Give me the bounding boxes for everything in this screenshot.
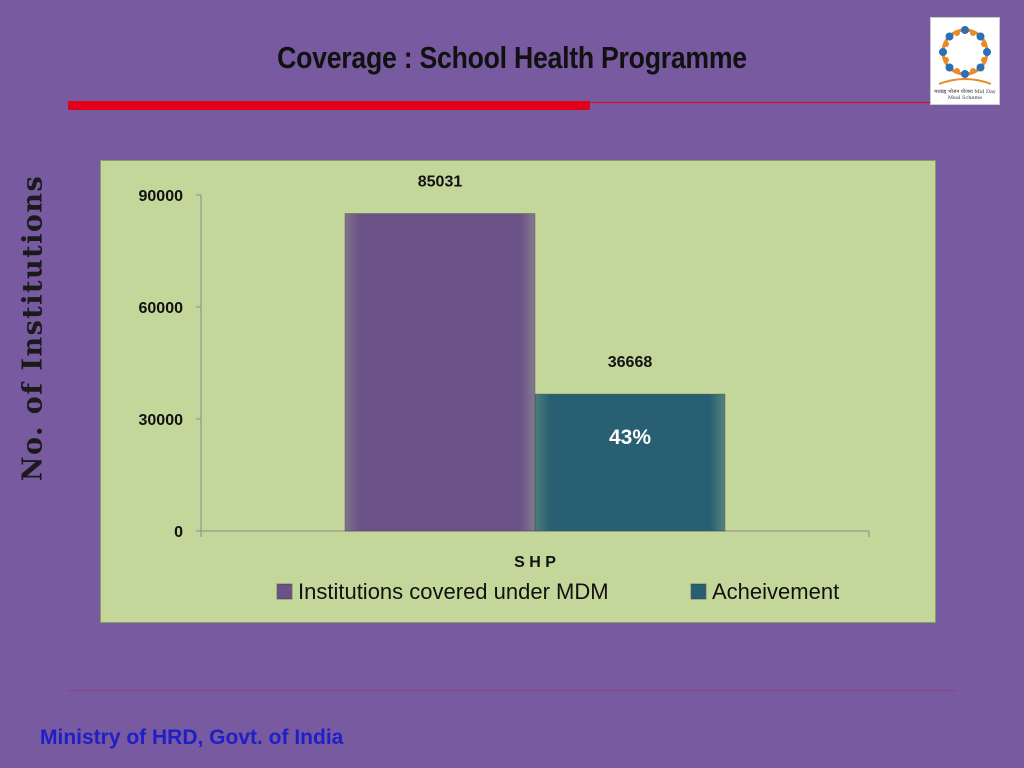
mdm-logo-caption: मध्याह्न भोजन योजना Mid Day Meal Scheme [934, 89, 996, 101]
legend-swatch [690, 583, 707, 600]
data-label: 85031 [418, 174, 463, 191]
title-underline-thick [68, 101, 590, 110]
y-tick-label: 60000 [139, 300, 184, 317]
footer-text: Ministry of HRD, Govt. of India [40, 726, 344, 749]
title-underline-thin [590, 102, 956, 103]
legend-label: Institutions covered under MDM [298, 579, 609, 604]
percentage-annotation: 43% [609, 426, 651, 449]
legend-swatch [276, 583, 293, 600]
footer-divider [68, 690, 956, 691]
y-axis-label: No. of Institutions [17, 174, 49, 482]
chart-panel: 0 30000 60000 90000 85031 36668 43% S H P Instit… [100, 160, 936, 623]
mdm-logo: मध्याह्न भोजन योजना Mid Day Meal Scheme [930, 17, 1000, 105]
bar-institutions-covered-under-mdm [344, 213, 536, 532]
slide-title: Coverage : School Health Programme [277, 40, 747, 75]
x-category-label: S H P [514, 554, 556, 571]
y-tick-label: 0 [174, 524, 183, 541]
mdm-logo-icon [938, 26, 992, 85]
legend-label: Acheivement [712, 579, 839, 604]
y-tick-label: 90000 [139, 188, 184, 205]
y-tick-label: 30000 [139, 412, 184, 429]
bar-chart: 0 30000 60000 90000 85031 36668 43% S H P Instit… [139, 174, 870, 604]
data-label: 36668 [608, 354, 653, 371]
bar-acheivement [534, 393, 726, 532]
